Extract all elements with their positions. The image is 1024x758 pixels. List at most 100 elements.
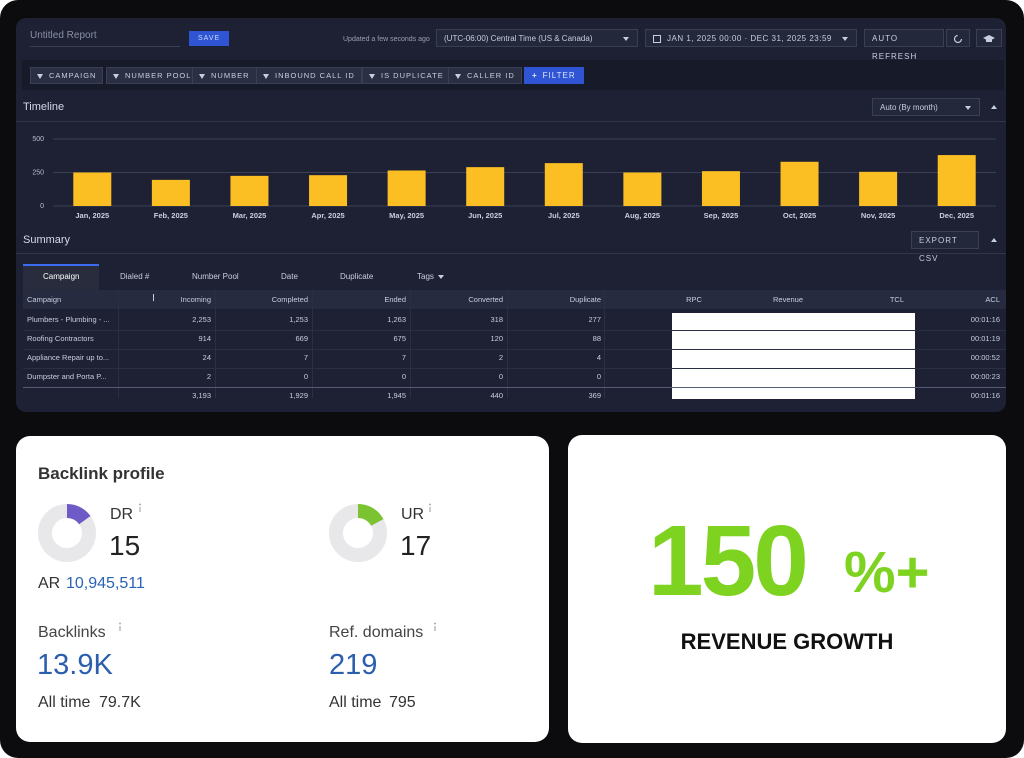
growth-card: 150 %+ REVENUE GROWTH <box>568 435 1006 743</box>
ar-label: AR <box>38 575 60 593</box>
backlink-card: Backlink profile DR 15 AR 10,945,511 UR … <box>16 436 549 742</box>
growth-value: 150 <box>648 511 806 611</box>
summary-tab[interactable]: Date <box>281 272 298 281</box>
column-divider <box>507 290 508 398</box>
x-tick-label: Jul, 2025 <box>548 211 580 220</box>
totals-divider <box>23 387 1006 388</box>
ref-domains-value[interactable]: 219 <box>329 649 377 682</box>
backlinks-all-time: 79.7K <box>99 694 141 712</box>
column-divider <box>604 290 605 398</box>
filter-label: NUMBER <box>211 71 250 80</box>
x-tick-label: Dec, 2025 <box>939 211 974 220</box>
bar <box>859 172 897 206</box>
dashboard: Untitled Report SAVE Updated a few secon… <box>16 18 1006 412</box>
table-cell: 00:01:16 <box>880 315 1000 324</box>
dr-label: DR <box>110 506 133 524</box>
dr-donut <box>36 502 98 564</box>
filter-label: INBOUND CALL ID <box>275 71 355 80</box>
backlinks-value[interactable]: 13.9K <box>37 649 113 682</box>
table-cell: 00:01:19 <box>880 334 1000 343</box>
filter-button[interactable]: NUMBER <box>192 67 257 84</box>
bar <box>938 155 976 206</box>
table-row-divider <box>23 368 1006 369</box>
table-row-divider <box>23 349 1006 350</box>
filter-button[interactable]: CALLER ID <box>448 67 522 84</box>
summary-title: Summary <box>23 234 70 246</box>
bar <box>309 175 347 206</box>
add-filter-button[interactable]: +FILTER <box>524 67 584 84</box>
x-tick-label: Apr, 2025 <box>311 211 344 220</box>
backlink-title: Backlink profile <box>38 464 165 484</box>
filter-label: IS DUPLICATE <box>381 71 444 80</box>
column-divider <box>312 290 313 398</box>
column-header[interactable]: Campaign <box>27 295 61 304</box>
column-header[interactable]: Duplicate <box>481 295 601 304</box>
bar <box>388 170 426 206</box>
bar <box>152 180 190 206</box>
bar <box>466 167 504 206</box>
column-divider <box>118 290 119 398</box>
x-tick-label: Jan, 2025 <box>75 211 109 220</box>
ur-label: UR <box>401 506 424 524</box>
filter-button[interactable]: CAMPAIGN <box>30 67 103 84</box>
table-row-divider <box>23 330 1006 331</box>
ref-domains-all-time-label: All time <box>329 694 381 712</box>
backlinks-all-time-label: All time <box>38 694 90 712</box>
summary-tab[interactable]: Tags <box>417 272 434 281</box>
bar <box>702 171 740 206</box>
filter-button[interactable]: IS DUPLICATE <box>362 67 451 84</box>
bar <box>781 162 819 206</box>
granularity-select[interactable]: Auto (By month) <box>872 98 980 116</box>
date-range: JAN 1, 2025 00:00 · DEC 31, 2025 23:59 <box>667 34 832 43</box>
column-divider <box>215 290 216 398</box>
summary-tab[interactable]: Duplicate <box>340 272 373 281</box>
x-tick-label: Aug, 2025 <box>625 211 660 220</box>
learn-button[interactable] <box>976 29 1002 47</box>
total-cell: 00:01:16 <box>880 391 1000 400</box>
bar <box>230 176 268 206</box>
x-tick-label: Feb, 2025 <box>154 211 188 220</box>
ref-domains-all-time: 795 <box>389 694 416 712</box>
filter-label: CALLER ID <box>467 71 515 80</box>
table-cell: 00:00:23 <box>880 372 1000 381</box>
x-tick-label: Mar, 2025 <box>233 211 267 220</box>
timeline-chart: 0250500Jan, 2025Feb, 2025Mar, 2025Apr, 2… <box>16 128 1006 238</box>
column-header[interactable]: ACL <box>880 295 1000 304</box>
filter-label: CAMPAIGN <box>49 71 96 80</box>
backlinks-label: Backlinks <box>38 624 106 642</box>
x-tick-label: Nov, 2025 <box>861 211 895 220</box>
auto-refresh-button[interactable]: AUTO REFRESH <box>864 29 944 47</box>
table-cell: 00:00:52 <box>880 353 1000 362</box>
filter-button[interactable]: NUMBER POOL <box>106 67 198 84</box>
total-cell: 369 <box>481 391 601 400</box>
filter-label: NUMBER POOL <box>125 71 191 80</box>
bar <box>73 173 111 207</box>
save-button[interactable]: SAVE <box>189 31 229 46</box>
x-tick-label: Oct, 2025 <box>783 211 816 220</box>
x-tick-label: May, 2025 <box>389 211 424 220</box>
timezone-select[interactable]: (UTC-06:00) Central Time (US & Canada) <box>436 29 638 47</box>
ar-value[interactable]: 10,945,511 <box>66 575 145 593</box>
table-cell: 277 <box>481 315 601 324</box>
timeline-title: Timeline <box>23 101 64 113</box>
column-divider <box>410 290 411 398</box>
filter-button[interactable]: INBOUND CALL ID <box>256 67 362 84</box>
granularity: Auto (By month) <box>880 103 938 112</box>
add-filter-label: FILTER <box>543 71 576 80</box>
bar <box>545 163 583 206</box>
updated-text: Updated a few seconds ago <box>343 36 430 43</box>
summary-tab[interactable]: Dialed # <box>120 272 149 281</box>
date-range-select[interactable]: JAN 1, 2025 00:00 · DEC 31, 2025 23:59 <box>645 29 857 47</box>
growth-suffix: %+ <box>844 543 929 603</box>
report-name-input[interactable]: Untitled Report <box>30 30 180 47</box>
export-button[interactable]: EXPORT CSV <box>911 231 979 249</box>
summary-tab[interactable]: Number Pool <box>192 272 239 281</box>
growth-label: REVENUE GROWTH <box>568 629 1006 655</box>
ur-value: 17 <box>400 530 431 562</box>
x-tick-label: Jun, 2025 <box>468 211 502 220</box>
refresh-button[interactable] <box>946 29 970 47</box>
dr-value: 15 <box>109 530 140 562</box>
ref-domains-label: Ref. domains <box>329 624 423 642</box>
y-tick-label: 500 <box>32 136 44 143</box>
